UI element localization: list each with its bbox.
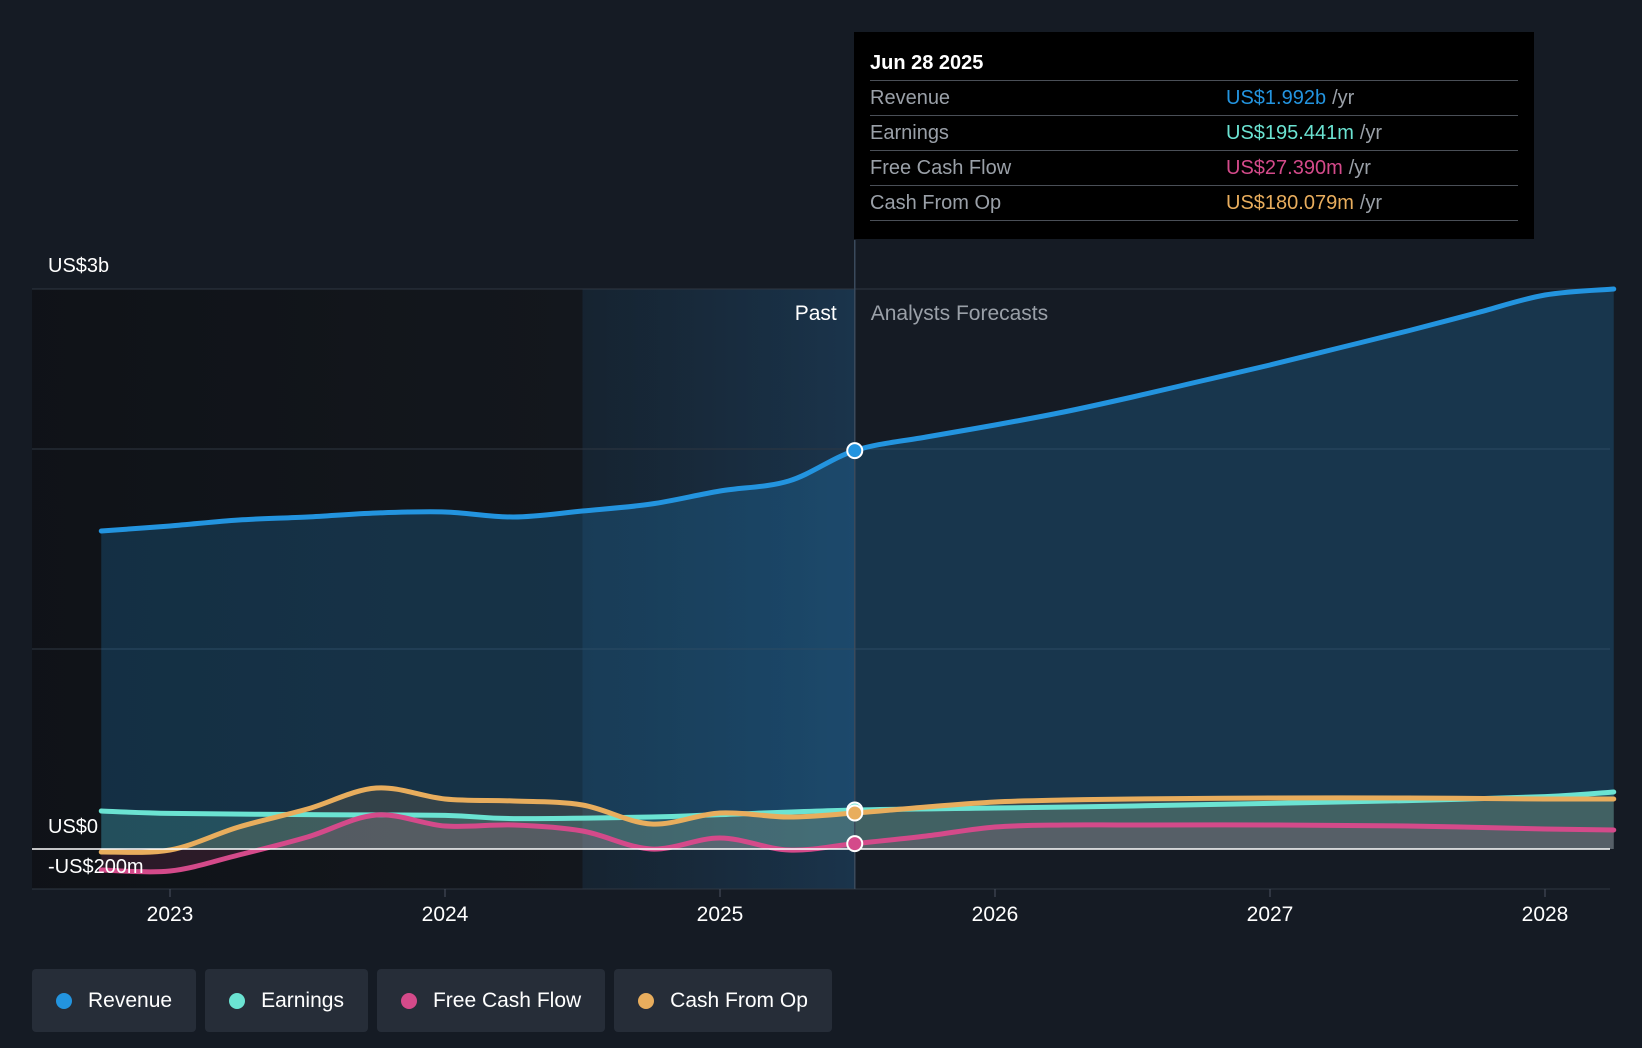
tooltip-value: US$180.079m xyxy=(1226,192,1354,214)
tooltip-label: Earnings xyxy=(870,122,949,144)
tooltip-date: Jun 28 2025 xyxy=(870,52,984,74)
cash-from-op-line xyxy=(98,785,1617,855)
tooltip-unit: /yr xyxy=(1348,157,1371,179)
past-label: Past xyxy=(795,302,837,325)
x-tick-label: 2028 xyxy=(1522,903,1569,926)
tooltip-label: Free Cash Flow xyxy=(870,157,1012,179)
x-tick-label: 2024 xyxy=(422,903,469,926)
tooltip-row-earnings: Earnings US$195.441m /yr xyxy=(870,115,1518,150)
tooltip-value: US$27.390m xyxy=(1226,157,1343,179)
x-tick-label: 2025 xyxy=(697,903,744,926)
forecast-label: Analysts Forecasts xyxy=(871,302,1048,325)
tooltip-row-revenue: Revenue US$1.992b /yr xyxy=(870,80,1518,115)
cash-from-op-marker xyxy=(846,804,864,822)
tooltip: Jun 28 2025 Revenue US$1.992b /yr Earnin… xyxy=(854,32,1534,239)
gridlines xyxy=(32,288,1610,890)
legend-label: Earnings xyxy=(261,988,344,1012)
legend-item-earnings[interactable]: Earnings xyxy=(205,969,368,1032)
tooltip-label: Revenue xyxy=(870,87,951,109)
legend-dot-icon xyxy=(229,992,246,1009)
legend-item-cash-from-op[interactable]: Cash From Op xyxy=(614,969,832,1032)
y-label-zero: US$0 xyxy=(48,816,98,838)
y-label-top: US$3b xyxy=(48,255,109,277)
revenue-marker xyxy=(846,442,864,460)
x-axis: 2023 2024 2025 2026 2027 2028 xyxy=(147,889,1569,926)
tooltip-row-free-cash-flow: Free Cash Flow US$27.390m /yr xyxy=(870,150,1518,185)
legend: Revenue Earnings Free Cash Flow Cash Fro… xyxy=(32,969,841,1032)
x-tick-label: 2023 xyxy=(147,903,194,926)
tooltip-unit: /yr xyxy=(1359,192,1383,214)
x-tick-label: 2027 xyxy=(1247,903,1294,926)
tooltip-unit: /yr xyxy=(1332,87,1355,109)
legend-dot-icon xyxy=(638,992,655,1009)
tooltip-row-cash-from-op: Cash From Op US$180.079m /yr xyxy=(870,185,1518,221)
tooltip-unit: /yr xyxy=(1359,122,1383,144)
tooltip-value: US$1.992b xyxy=(1226,87,1327,109)
legend-label: Cash From Op xyxy=(670,988,808,1012)
tooltip-label: Cash From Op xyxy=(870,192,1002,214)
legend-item-free-cash-flow[interactable]: Free Cash Flow xyxy=(376,969,606,1032)
legend-label: Revenue xyxy=(88,988,173,1012)
x-tick-label: 2026 xyxy=(972,903,1019,926)
legend-item-revenue[interactable]: Revenue xyxy=(32,969,197,1032)
free-cash-flow-marker xyxy=(846,835,864,853)
revenue-area xyxy=(101,289,1614,849)
y-label-bottom: -US$200m xyxy=(48,856,144,878)
legend-dot-icon xyxy=(56,992,72,1009)
legend-label: Free Cash Flow xyxy=(432,988,582,1012)
earnings-line xyxy=(98,789,1617,822)
free-cash-flow-line xyxy=(98,812,1617,875)
tooltip-value: US$195.441m xyxy=(1226,122,1354,144)
highlight-region xyxy=(582,289,855,889)
legend-dot-icon xyxy=(400,992,417,1009)
hover-markers xyxy=(846,442,864,853)
